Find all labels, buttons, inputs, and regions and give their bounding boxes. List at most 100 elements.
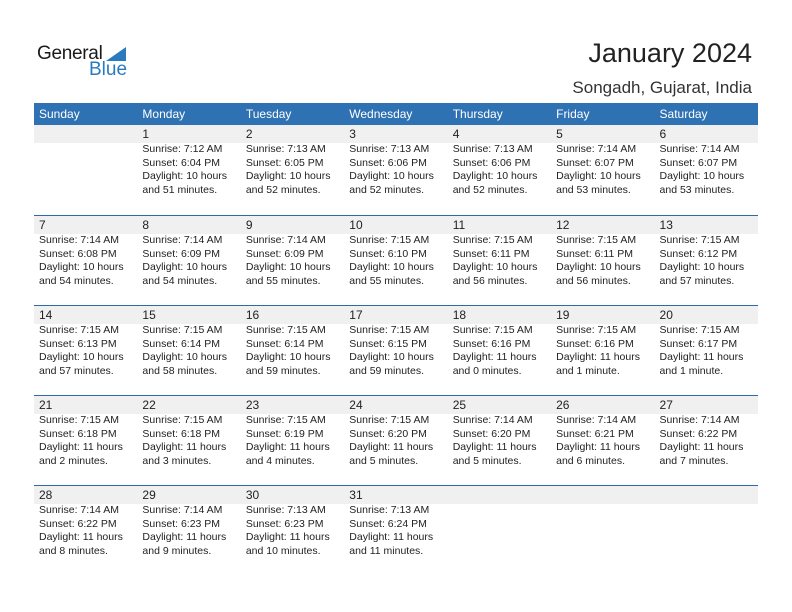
- day-cell: 16 Sunrise: 7:15 AM Sunset: 6:14 PM Dayligh…: [241, 306, 344, 395]
- day-cell: 30 Sunrise: 7:13 AM Sunset: 6:23 PM Dayligh…: [241, 486, 344, 575]
- daylight-text: Daylight: 10 hours: [659, 261, 745, 274]
- daylight-minutes-text: and 56 minutes.: [556, 274, 631, 287]
- day-number: 3: [349, 127, 356, 141]
- sunset-text: Sunset: 6:19 PM: [245, 427, 324, 440]
- day-number: 15: [142, 308, 156, 322]
- weekday-saturday: Saturday: [659, 107, 708, 121]
- sunset-text: Sunset: 6:17 PM: [659, 337, 738, 350]
- day-number: 1: [142, 127, 150, 141]
- day-cell: 5 Sunrise: 7:14 AM Sunset: 6:07 PM Daylight…: [551, 125, 654, 215]
- day-number: 13: [659, 218, 673, 232]
- day-cell: 4 Sunrise: 7:13 AM Sunset: 6:06 PM Daylight…: [448, 125, 551, 215]
- daylight-text: Daylight: 11 hours: [349, 531, 434, 544]
- daylight-minutes-text: and 6 minutes.: [556, 454, 625, 467]
- weekday-tuesday: Tuesday: [245, 107, 292, 121]
- sunrise-text: Sunrise: 7:15 AM: [452, 234, 533, 246]
- sunrise-text: Sunrise: 7:12 AM: [142, 143, 223, 155]
- daylight-text: Daylight: 10 hours: [659, 170, 745, 183]
- day-cell: 28 Sunrise: 7:14 AM Sunset: 6:22 PM Dayligh…: [34, 486, 137, 575]
- daylight-minutes-text: and 11 minutes.: [349, 544, 424, 557]
- sunset-text: Sunset: 6:08 PM: [39, 247, 117, 260]
- sunrise-text: Sunrise: 7:14 AM: [142, 234, 223, 246]
- empty-cell: [448, 486, 551, 575]
- day-number: 21: [39, 398, 53, 412]
- sunrise-text: Sunrise: 7:14 AM: [142, 504, 223, 516]
- sunset-text: Sunset: 6:23 PM: [245, 517, 324, 530]
- daylight-minutes-text: and 52 minutes.: [245, 183, 321, 196]
- sunrise-text: Sunrise: 7:15 AM: [245, 324, 326, 336]
- day-number: 23: [245, 398, 260, 412]
- daylight-text: Daylight: 11 hours: [39, 441, 123, 454]
- sunrise-text: Sunrise: 7:13 AM: [245, 504, 326, 516]
- sunset-text: Sunset: 6:09 PM: [245, 247, 324, 260]
- sunset-text: Sunset: 6:13 PM: [39, 337, 117, 350]
- sunrise-text: Sunrise: 7:14 AM: [39, 504, 119, 516]
- weekday-thursday: Thursday: [452, 107, 503, 121]
- day-number-band: [34, 396, 758, 414]
- page-title: January 2024: [588, 38, 752, 68]
- daylight-minutes-text: and 3 minutes.: [142, 454, 212, 467]
- daylight-minutes-text: and 5 minutes.: [452, 454, 522, 467]
- day-cell: 15 Sunrise: 7:15 AM Sunset: 6:14 PM Dayligh…: [137, 306, 240, 395]
- day-number: 6: [659, 127, 667, 141]
- daylight-text: Daylight: 11 hours: [659, 441, 744, 454]
- weekday-header: Sunday Monday Tuesday Wednesday Thursday Frid…: [34, 103, 758, 125]
- sunrise-text: Sunrise: 7:13 AM: [349, 143, 430, 155]
- sunset-text: Sunset: 6:22 PM: [39, 517, 117, 530]
- day-number: 10: [349, 218, 363, 232]
- day-cell: 7 Sunrise: 7:14 AM Sunset: 6:08 PM Daylight…: [34, 216, 137, 305]
- day-number: 18: [452, 308, 467, 322]
- sunset-text: Sunset: 6:07 PM: [659, 156, 738, 169]
- calendar-weeks: 1 Sunrise: 7:12 AM Sunset: 6:04 PM Daylight…: [34, 125, 758, 575]
- daylight-minutes-text: and 56 minutes.: [452, 274, 528, 287]
- sunrise-text: Sunrise: 7:13 AM: [349, 504, 430, 516]
- daylight-text: Daylight: 11 hours: [245, 441, 330, 454]
- sunset-text: Sunset: 6:06 PM: [349, 156, 427, 169]
- daylight-minutes-text: and 2 minutes.: [39, 454, 108, 467]
- day-cell: 2 Sunrise: 7:13 AM Sunset: 6:05 PM Daylight…: [241, 125, 344, 215]
- daylight-minutes-text: and 55 minutes.: [245, 274, 321, 287]
- day-number-band: [34, 216, 758, 234]
- day-cell: 23 Sunrise: 7:15 AM Sunset: 6:19 PM Dayligh…: [241, 396, 344, 485]
- day-number: 30: [245, 488, 260, 502]
- sunrise-text: Sunrise: 7:15 AM: [452, 324, 533, 336]
- sunrise-text: Sunrise: 7:15 AM: [349, 414, 430, 426]
- daylight-text: Daylight: 10 hours: [349, 261, 434, 274]
- sunset-text: Sunset: 6:15 PM: [349, 337, 427, 350]
- sunset-text: Sunset: 6:06 PM: [452, 156, 531, 169]
- daylight-text: Daylight: 10 hours: [556, 261, 641, 274]
- weekday-wednesday: Wednesday: [349, 107, 413, 121]
- daylight-minutes-text: and 10 minutes.: [245, 544, 321, 557]
- sunrise-text: Sunrise: 7:14 AM: [452, 414, 533, 426]
- sunset-text: Sunset: 6:16 PM: [452, 337, 531, 350]
- sunrise-text: Sunrise: 7:15 AM: [556, 324, 637, 336]
- daylight-text: Daylight: 11 hours: [452, 441, 537, 454]
- sunrise-text: Sunrise: 7:14 AM: [659, 143, 740, 155]
- daylight-minutes-text: and 57 minutes.: [39, 364, 114, 377]
- day-number: 7: [39, 218, 46, 232]
- sunset-text: Sunset: 6:14 PM: [245, 337, 324, 350]
- logo-triangle-icon: [106, 47, 126, 61]
- sunset-text: Sunset: 6:22 PM: [659, 427, 738, 440]
- sunrise-text: Sunrise: 7:15 AM: [142, 324, 223, 336]
- sunrise-text: Sunrise: 7:13 AM: [245, 143, 326, 155]
- day-number: 27: [659, 398, 673, 412]
- daylight-text: Daylight: 11 hours: [245, 531, 330, 544]
- logo-text-blue: Blue: [89, 59, 128, 80]
- sunrise-text: Sunrise: 7:14 AM: [659, 414, 740, 426]
- day-cell: 27 Sunrise: 7:14 AM Sunset: 6:22 PM Dayligh…: [655, 396, 758, 485]
- daylight-text: Daylight: 11 hours: [556, 441, 640, 454]
- day-cell: 6 Sunrise: 7:14 AM Sunset: 6:07 PM Daylight…: [655, 125, 758, 215]
- day-number: 22: [142, 398, 156, 412]
- weekday-sunday: Sunday: [39, 107, 80, 121]
- sunrise-text: Sunrise: 7:15 AM: [39, 414, 119, 426]
- day-number: 31: [349, 488, 363, 502]
- week-row: 14 Sunrise: 7:15 AM Sunset: 6:13 PM Dayligh…: [34, 305, 758, 395]
- daylight-minutes-text: and 57 minutes.: [659, 274, 735, 287]
- day-cell: 17 Sunrise: 7:15 AM Sunset: 6:15 PM Dayligh…: [344, 306, 447, 395]
- daylight-minutes-text: and 58 minutes.: [142, 364, 218, 377]
- daylight-text: Daylight: 10 hours: [245, 351, 331, 364]
- day-number: 14: [39, 308, 53, 322]
- sunrise-text: Sunrise: 7:15 AM: [659, 324, 740, 336]
- week-row: 21 Sunrise: 7:15 AM Sunset: 6:18 PM Dayligh…: [34, 395, 758, 485]
